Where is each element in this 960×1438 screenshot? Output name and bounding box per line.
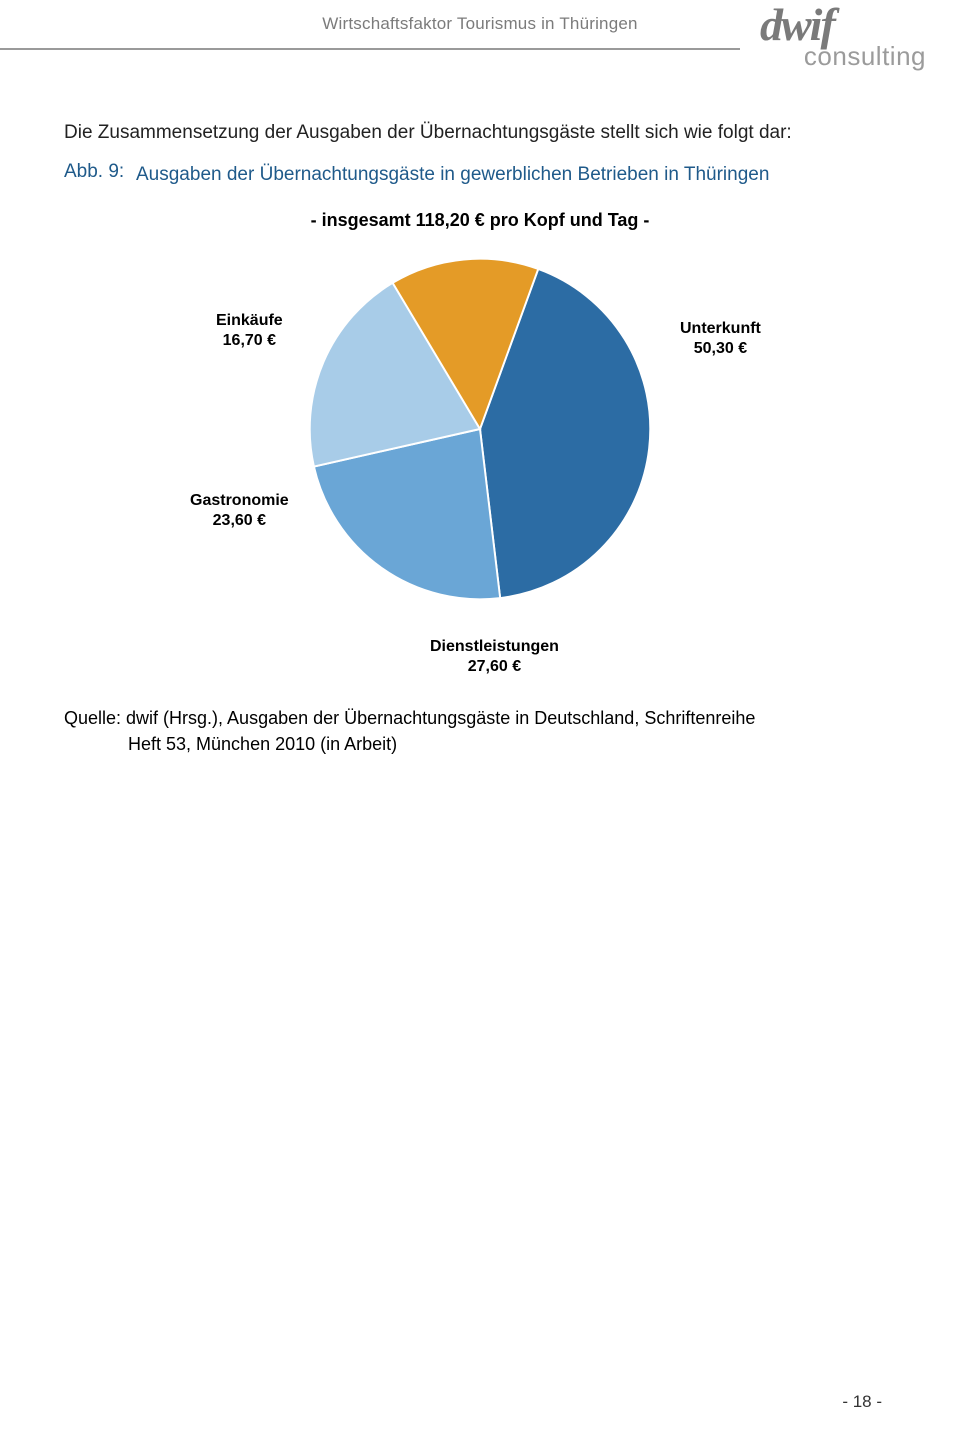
pie-label-value: 50,30 € bbox=[680, 339, 761, 359]
pie-label-einkaeufe: Einkäufe16,70 € bbox=[216, 311, 283, 351]
pie-label-value: 23,60 € bbox=[190, 511, 289, 531]
caption-prefix: Abb. 9: bbox=[64, 161, 136, 190]
caption-title: Ausgaben der Übernachtungsgäste in gewer… bbox=[136, 161, 769, 190]
pie-label-name: Dienstleistungen bbox=[430, 637, 559, 657]
pie-label-value: 16,70 € bbox=[216, 331, 283, 351]
pie-wrap bbox=[300, 249, 660, 609]
pie-label-unterkunft: Unterkunft50,30 € bbox=[680, 319, 761, 359]
page-header: Wirtschaftsfaktor Tourismus in Thüringen… bbox=[0, 0, 960, 50]
pie-svg bbox=[300, 249, 660, 609]
pie-label-gastronomie: Gastronomie23,60 € bbox=[190, 491, 289, 531]
logo-text-top: dwif bbox=[760, 4, 930, 45]
source-line-2: Heft 53, München 2010 (in Arbeit) bbox=[64, 731, 880, 757]
page-number: - 18 - bbox=[842, 1392, 882, 1412]
source-citation: Quelle: dwif (Hrsg.), Ausgaben der Übern… bbox=[64, 705, 880, 757]
pie-label-dienstleistungen: Dienstleistungen27,60 € bbox=[430, 637, 559, 677]
header-rule bbox=[0, 48, 740, 50]
source-line-1: Quelle: dwif (Hrsg.), Ausgaben der Übern… bbox=[64, 705, 880, 731]
figure-caption: Abb. 9: Ausgaben der Übernachtungsgäste … bbox=[64, 161, 880, 190]
intro-paragraph: Die Zusammensetzung der Ausgaben der Übe… bbox=[64, 118, 880, 147]
pie-chart: Unterkunft50,30 € Dienstleistungen27,60 €… bbox=[120, 239, 840, 699]
logo: dwif consulting bbox=[760, 4, 930, 76]
chart-subtitle: - insgesamt 118,20 € pro Kopf und Tag - bbox=[0, 210, 960, 231]
pie-label-name: Einkäufe bbox=[216, 311, 283, 331]
pie-label-value: 27,60 € bbox=[430, 657, 559, 677]
pie-label-name: Gastronomie bbox=[190, 491, 289, 511]
pie-label-name: Unterkunft bbox=[680, 319, 761, 339]
